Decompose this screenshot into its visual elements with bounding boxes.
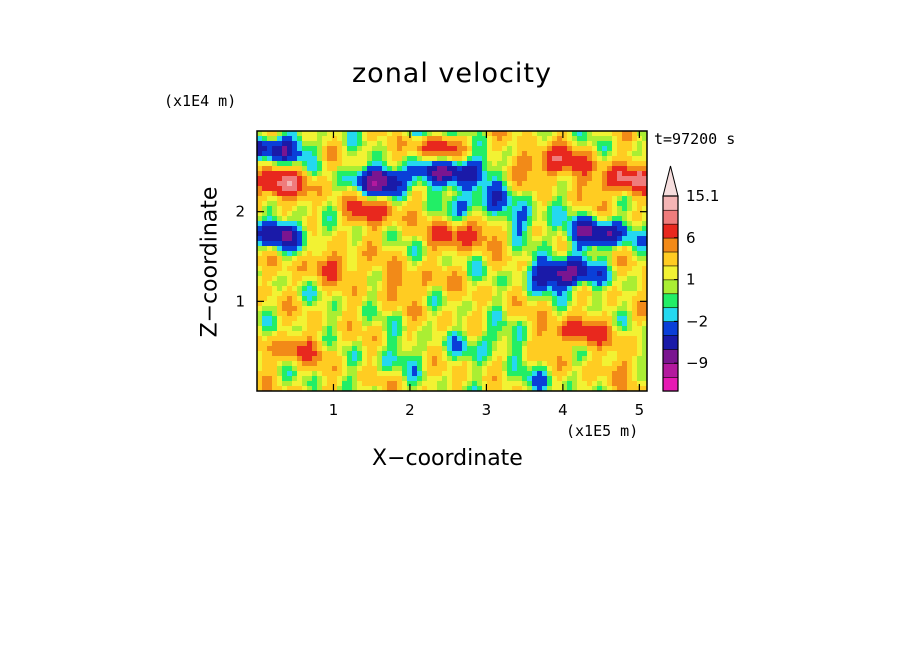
colorbar-segment [662, 376, 679, 392]
colorbar-segment [662, 293, 679, 309]
colorbar-label: −9 [686, 354, 708, 372]
colorbar-segment [662, 362, 679, 378]
time-annotation: t=97200 s [654, 130, 736, 148]
x-tick-label: 1 [329, 401, 339, 419]
plot-frame [256, 130, 648, 392]
y-scale-label: (x1E4 m) [164, 92, 237, 110]
colorbar-segment [662, 279, 679, 295]
colorbar-segment [662, 223, 679, 239]
colorbar-segment [662, 209, 679, 225]
colorbar-segment [662, 307, 679, 322]
colorbar-label: 1 [686, 271, 696, 289]
chart-title: zonal velocity [352, 58, 552, 89]
colorbar-extend-arrow [662, 165, 679, 197]
x-tick-label: 2 [405, 401, 415, 419]
colorbar-segment [662, 334, 679, 350]
colorbar-label: 15.1 [686, 187, 719, 205]
x-axis-label: X−coordinate [372, 446, 523, 471]
colorbar-segment [662, 348, 679, 364]
colorbar-segment [662, 195, 679, 211]
colorbar-segment [662, 321, 679, 336]
x-ticks: 1 2 3 4 5 [329, 131, 644, 419]
colorbar-segment [662, 251, 679, 267]
colorbar-segment [662, 265, 679, 281]
x-tick-label: 4 [558, 401, 568, 419]
y-axis-label: Z−coordinate [197, 186, 223, 338]
colorbar-label: −2 [686, 312, 708, 330]
y-ticks: 12 [235, 203, 647, 310]
colorbar-frame [662, 195, 679, 392]
colorbar-label: 6 [686, 229, 696, 247]
y-tick-label: 2 [235, 203, 245, 221]
colorbar: 15.1 6 1 −2 −9 [662, 165, 719, 392]
x-scale-label: (x1E5 m) [566, 422, 639, 440]
colorbar-segment [662, 237, 679, 253]
y-tick-label: 1 [235, 292, 245, 310]
x-tick-label: 3 [482, 401, 492, 419]
x-tick-label: 5 [635, 401, 645, 419]
